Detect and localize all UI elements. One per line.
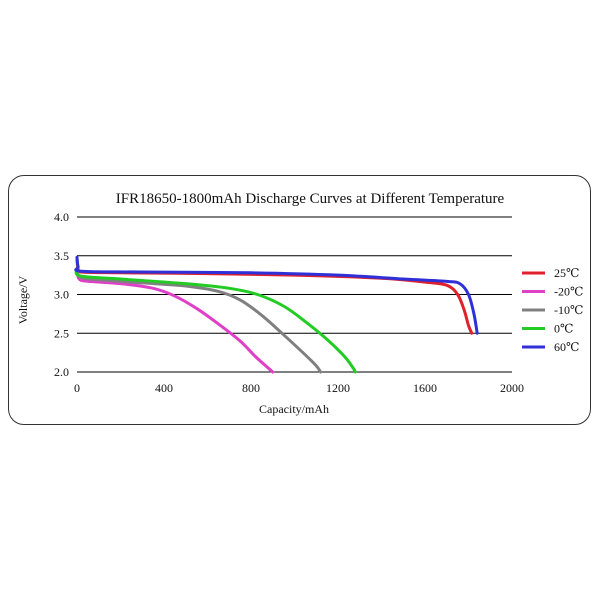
x-axis-label: Capacity/mAh [259,402,329,416]
series-line-2 [75,268,323,374]
x-tick-label: 1600 [413,381,437,395]
series-line-4 [74,255,479,335]
series-line-3 [74,267,357,374]
legend-label: -20℃ [554,285,583,299]
legend-label: 60℃ [554,340,579,354]
chart-title: IFR18650-1800mAh Discharge Curves at Dif… [116,191,505,207]
y-tick-label: 2.5 [54,326,69,340]
y-tick-label: 2.0 [54,365,69,379]
x-tick-label: 400 [155,381,173,395]
legend-label: -10℃ [554,303,583,317]
y-tick-label: 3.5 [54,249,69,263]
x-tick-label: 0 [74,381,80,395]
x-tick-label: 800 [242,381,260,395]
x-tick-label: 2000 [500,381,524,395]
y-axis-label: Voltage/V [16,275,30,324]
tick-labels: 2.0 2.5 3.0 3.5 4.0 0 400 800 1200 1600 2000 [54,210,524,395]
x-tick-label: 1200 [326,381,350,395]
series-line-1 [75,269,275,374]
y-tick-label: 4.0 [54,210,69,224]
legend-label: 0℃ [554,322,573,336]
plot-area [74,255,479,374]
grid-lines [77,216,512,373]
y-tick-label: 3.0 [54,288,69,302]
legend-label: 25℃ [554,266,579,280]
legend: 25℃ -20℃ -10℃ 0℃ 60℃ [522,266,583,354]
